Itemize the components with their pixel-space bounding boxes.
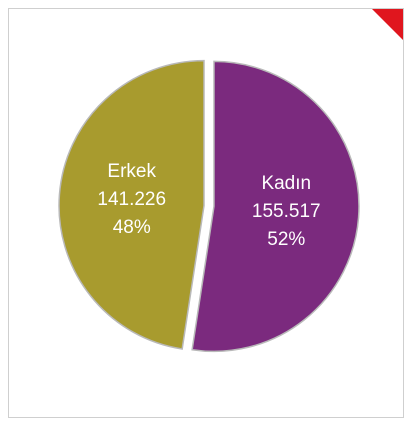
slice-percent: 48% <box>113 217 151 238</box>
slice-value: 155.517 <box>252 201 321 222</box>
slice-label: Erkek <box>107 161 156 182</box>
pie-slice <box>191 60 360 353</box>
corner-flag[interactable] <box>372 9 403 40</box>
slice-percent: 52% <box>267 229 305 250</box>
pie-slice <box>58 59 205 350</box>
slice-value: 141.226 <box>97 189 166 210</box>
slice-label: Kadın <box>261 173 311 194</box>
